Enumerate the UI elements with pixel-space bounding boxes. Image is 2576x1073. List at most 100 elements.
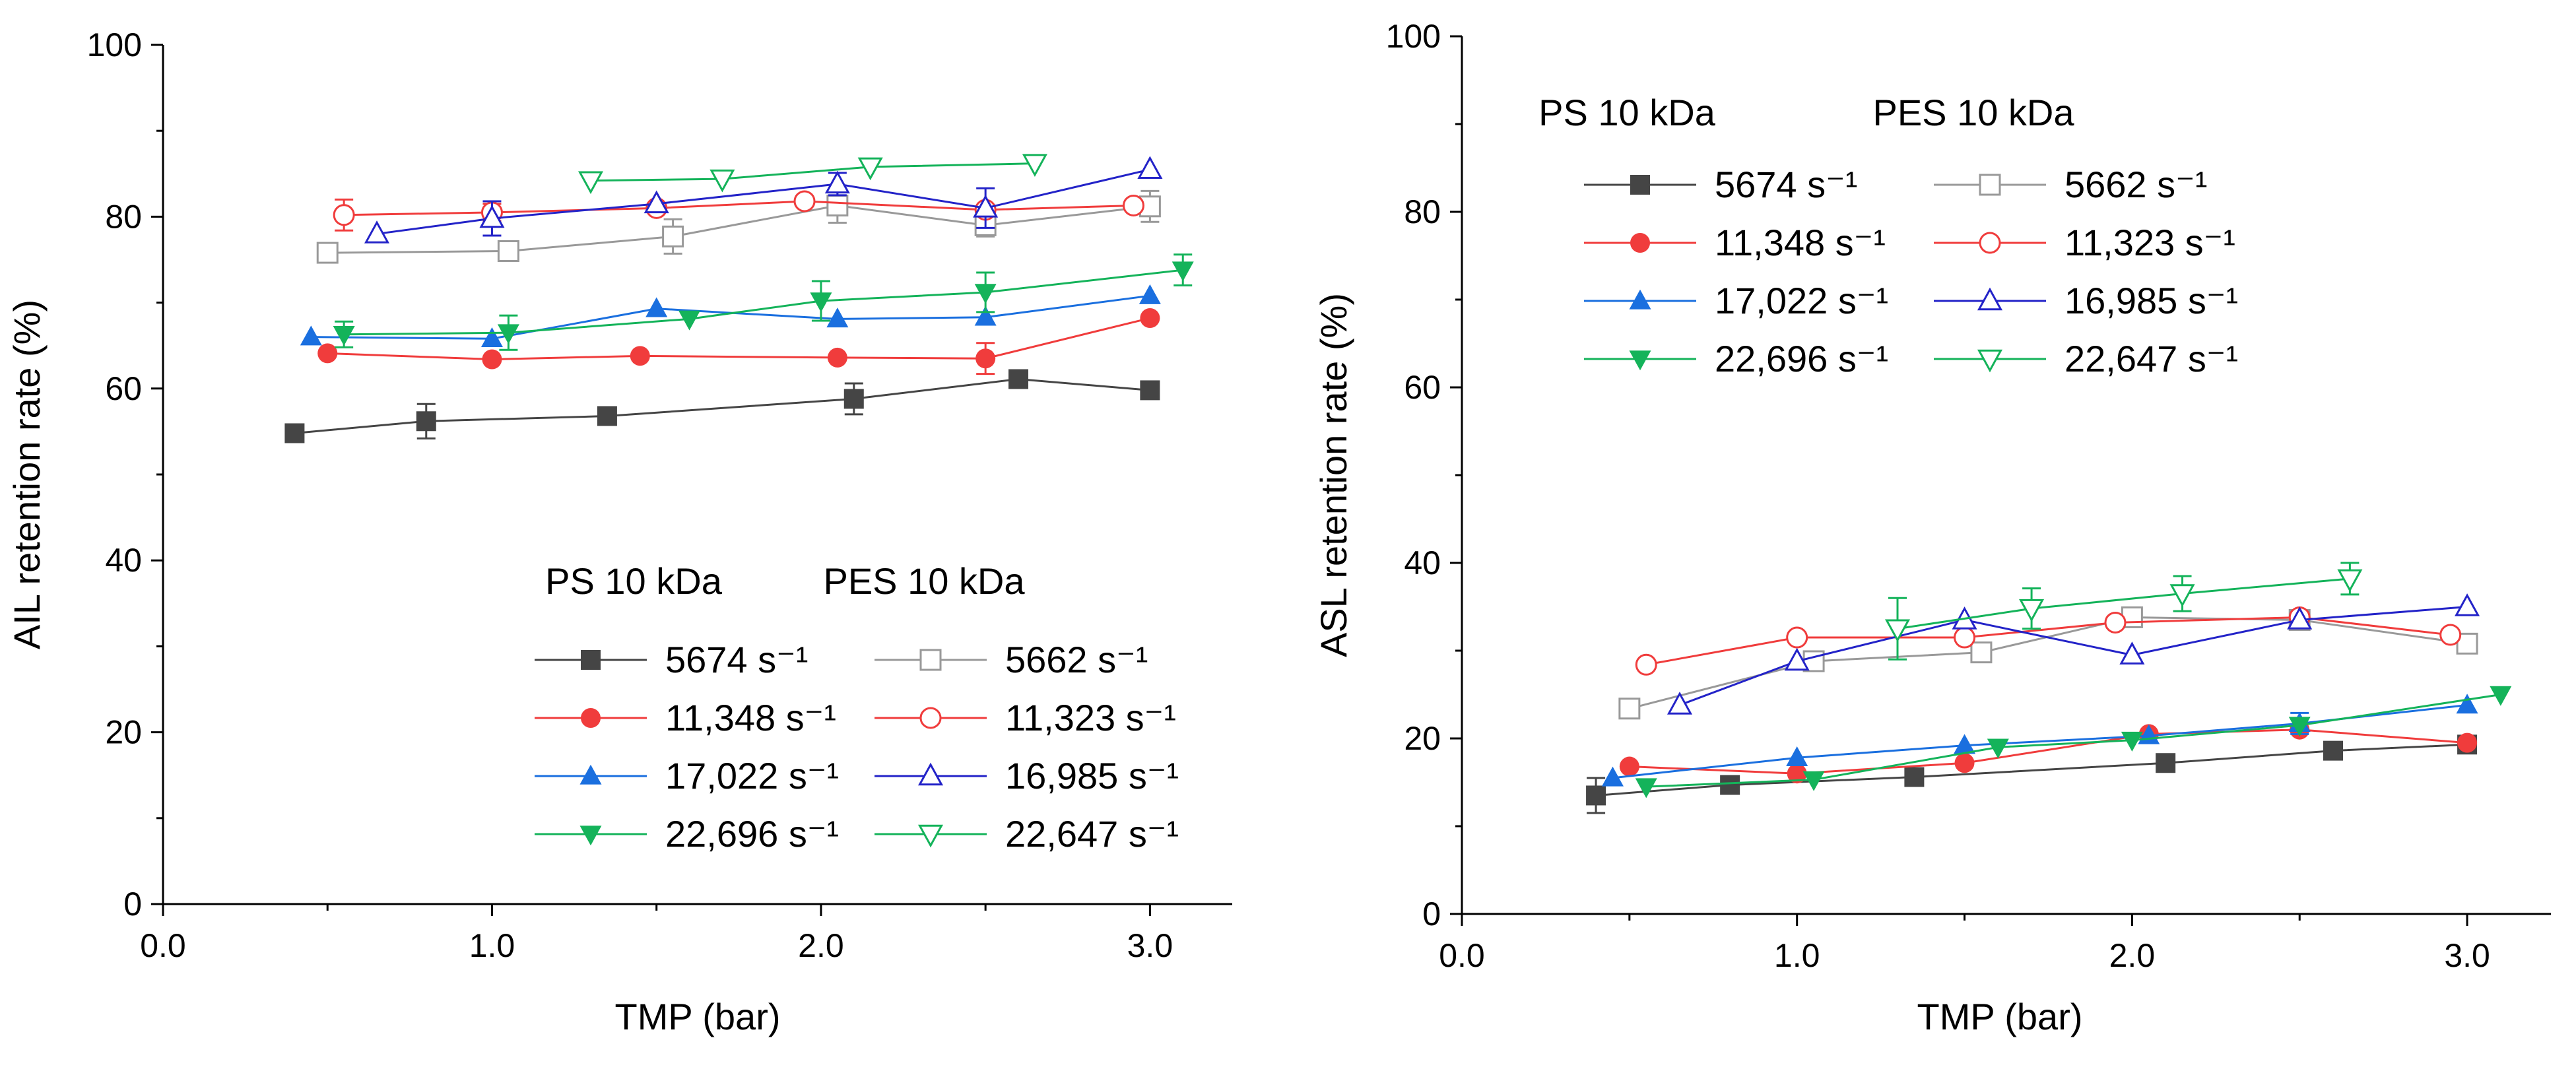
legend-marker <box>917 762 944 786</box>
legend-marker <box>1977 287 2003 311</box>
series-0 <box>284 369 1160 443</box>
data-point <box>843 389 864 409</box>
data-point <box>1784 647 1810 671</box>
y-tick-label: 60 <box>1404 369 1441 406</box>
data-point <box>1635 778 1657 798</box>
y-tick-label: 20 <box>105 714 142 751</box>
data-point <box>1786 626 1808 649</box>
legend: PS 10 kDa PES 10 kDa 5674 s⁻¹ 11,348 s⁻¹ 17,… <box>1538 92 2238 379</box>
data-point <box>2019 599 2045 622</box>
data-point <box>975 348 996 369</box>
y-tick-label: 0 <box>1422 895 1441 932</box>
data-point <box>1601 766 1624 787</box>
series-line <box>590 162 1035 182</box>
x-tick-label: 3.0 <box>1127 927 1173 964</box>
data-point <box>973 195 999 218</box>
data-point <box>1987 738 2009 759</box>
legend-item: 22,647 s⁻¹ <box>875 813 1179 855</box>
series-6 <box>1667 593 2480 715</box>
y-tick-label: 80 <box>1404 193 1441 230</box>
series-line <box>1897 577 2350 630</box>
data-point <box>479 205 505 228</box>
data-point <box>974 284 997 304</box>
data-point <box>1635 653 1657 676</box>
legend-item: 11,323 s⁻¹ <box>1934 222 2235 263</box>
y-tick-label: 0 <box>123 886 142 923</box>
data-point <box>644 190 669 214</box>
legend-marker <box>919 649 942 671</box>
series-6 <box>364 156 1163 244</box>
data-point <box>2156 753 2176 773</box>
data-point <box>824 170 850 194</box>
series-4 <box>1618 606 2478 720</box>
series-line <box>344 200 1134 216</box>
x-tick-label: 2.0 <box>798 927 844 964</box>
data-point <box>2439 624 2462 646</box>
data-point <box>1954 734 1976 754</box>
data-point <box>974 306 997 326</box>
series-line <box>1645 616 2451 666</box>
data-point <box>1122 194 1144 216</box>
x-axis-title: TMP (bar) <box>615 996 781 1037</box>
x-tick-label: 1.0 <box>469 927 515 964</box>
series-1 <box>1619 719 2478 784</box>
legend-label: 16,985 s⁻¹ <box>2064 280 2238 321</box>
legend-marker <box>581 708 601 728</box>
legend-item: 5674 s⁻¹ <box>535 639 808 680</box>
data-point <box>1008 369 1028 389</box>
data-point <box>416 411 436 432</box>
data-point <box>1137 156 1163 179</box>
data-point <box>316 242 339 264</box>
series-3 <box>333 253 1194 351</box>
legend-item: 16,985 s⁻¹ <box>1934 280 2238 321</box>
legend-item: 22,696 s⁻¹ <box>535 813 839 855</box>
legend-marker <box>919 707 942 729</box>
legend-item: 5662 s⁻¹ <box>875 639 1148 680</box>
legend-item: 22,696 s⁻¹ <box>1584 338 1888 379</box>
y-tick-label: 40 <box>105 542 142 579</box>
data-point <box>2169 584 2195 607</box>
legend-label: 11,323 s⁻¹ <box>2064 222 2235 263</box>
data-point <box>597 406 617 426</box>
series-2 <box>1601 694 2478 787</box>
series-5 <box>1635 606 2462 676</box>
x-tick-label: 1.0 <box>1774 937 1820 974</box>
legend-label: 17,022 s⁻¹ <box>1715 280 1888 321</box>
data-point <box>1667 692 1693 715</box>
data-point <box>578 171 604 195</box>
series-line <box>376 168 1150 235</box>
legend-item: 11,348 s⁻¹ <box>1584 222 1886 263</box>
data-point <box>482 349 502 370</box>
data-point <box>284 423 305 443</box>
legend-item: 17,022 s⁻¹ <box>1584 280 1888 321</box>
data-point <box>1172 261 1194 282</box>
legend-label: 5662 s⁻¹ <box>1005 639 1148 680</box>
data-point <box>364 220 390 244</box>
legend-marker <box>917 824 944 848</box>
y-tick-label: 60 <box>105 370 142 407</box>
series-1 <box>317 308 1160 375</box>
data-point <box>810 292 832 313</box>
data-point <box>317 343 338 364</box>
legend-group-title: PES 10 kDa <box>823 560 1025 602</box>
data-point <box>497 324 519 344</box>
series-line <box>1679 606 2468 706</box>
legend-label: 16,985 s⁻¹ <box>1005 755 1179 797</box>
series-line <box>1629 729 2468 775</box>
data-point <box>630 346 650 366</box>
legend: PS 10 kDa PES 10 kDa 5674 s⁻¹ 11,348 s⁻¹ 17,… <box>535 560 1179 855</box>
data-point <box>710 169 735 193</box>
data-point <box>1954 626 1976 649</box>
data-point <box>793 190 816 212</box>
x-axis-title: TMP (bar) <box>1917 996 2083 1037</box>
y-tick-label: 100 <box>1386 18 1441 55</box>
legend-item: 16,985 s⁻¹ <box>875 755 1179 797</box>
legend-item: 22,647 s⁻¹ <box>1934 338 2238 379</box>
legend-label: 17,022 s⁻¹ <box>665 755 839 797</box>
data-point <box>1618 698 1641 720</box>
data-point <box>1904 767 1925 787</box>
series-2 <box>300 284 1161 348</box>
legend-group-title: PES 10 kDa <box>1872 92 2074 133</box>
